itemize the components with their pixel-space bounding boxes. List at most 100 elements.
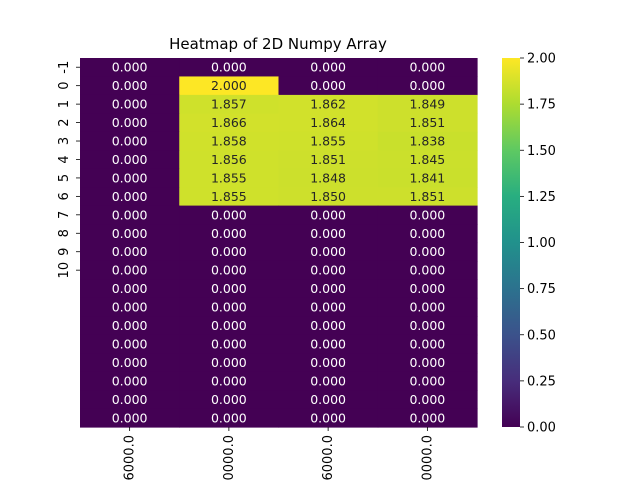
heatmap-cell [278, 205, 379, 225]
cell-value-label: 1.858 [211, 134, 247, 149]
heatmap-cell [278, 187, 379, 207]
heatmap-cell [377, 353, 478, 373]
heatmap-cell [179, 150, 280, 170]
heatmap-cell [377, 297, 478, 317]
cell-value-label: 0.000 [211, 281, 247, 296]
heatmap-cell [278, 131, 379, 151]
cell-value-label: 0.000 [310, 373, 346, 388]
heatmap-cell [80, 76, 180, 96]
x-tick-label: 0000.0 [420, 435, 435, 480]
x-tick-label: 6000.0 [123, 435, 138, 480]
colorbar-tick-label: 1.75 [527, 98, 556, 113]
heatmap-cell [377, 168, 478, 188]
heatmap-cell [278, 113, 379, 133]
cell-value-label: 1.855 [211, 189, 247, 204]
x-axis-ticks: 6000.0 0000.0 6000.0 0000.0 [123, 427, 435, 480]
heatmap-cell [80, 58, 180, 78]
cell-value-label: 0.000 [310, 281, 346, 296]
heatmap-cell [80, 205, 180, 225]
cell-value-label: 1.851 [310, 152, 346, 167]
cell-value-label: 1.866 [211, 115, 247, 130]
cell-value-label: 0.000 [112, 189, 148, 204]
cell-value-label: 0.000 [112, 207, 148, 222]
cell-value-label: 0.000 [211, 336, 247, 351]
heatmap-cell [377, 316, 478, 336]
cell-value-label: 0.000 [409, 207, 445, 222]
heatmap-cell [278, 242, 379, 262]
cell-value-label: 0.000 [112, 392, 148, 407]
cell-value-label: 0.000 [310, 78, 346, 93]
cell-value-label: 1.851 [409, 115, 445, 130]
cell-value-label: 0.000 [409, 300, 445, 315]
heatmap-cell [80, 371, 180, 391]
cell-value-label: 0.000 [112, 318, 148, 333]
heatmap-cell [80, 224, 180, 244]
cell-value-label: 1.856 [211, 152, 247, 167]
heatmap-cell [377, 205, 478, 225]
colorbar-tick-label: 0.50 [527, 328, 556, 343]
x-tick-label: 6000.0 [321, 435, 336, 480]
cell-value-label: 0.000 [112, 152, 148, 167]
heatmap-cell [80, 131, 180, 151]
cell-value-label: 1.838 [409, 134, 445, 149]
cell-value-label: 0.000 [112, 134, 148, 149]
cell-value-label: 0.000 [112, 281, 148, 296]
heatmap-cell [377, 224, 478, 244]
y-tick-label: 10 [57, 262, 72, 279]
cell-value-label: 1.849 [409, 97, 445, 112]
cell-value-label: 0.000 [112, 115, 148, 130]
heatmap-cell [80, 168, 180, 188]
heatmap-cell [179, 76, 280, 96]
cell-value-label: 1.841 [409, 170, 445, 185]
y-tick-label: 1 [57, 100, 72, 108]
heatmap-cell [377, 58, 478, 78]
heatmap-cell [179, 205, 280, 225]
cell-value-label: 1.851 [409, 189, 445, 204]
cell-value-label: 0.000 [112, 355, 148, 370]
cell-value-label: 0.000 [211, 318, 247, 333]
cell-value-label: 0.000 [211, 410, 247, 425]
heatmap-cell [179, 408, 280, 428]
heatmap-cell [179, 316, 280, 336]
heatmap-cell [179, 113, 280, 133]
heatmap-cell [80, 94, 180, 114]
heatmap-cell [179, 168, 280, 188]
y-tick-label: 8 [57, 229, 72, 237]
heatmap-cell [278, 316, 379, 336]
cell-value-label: 0.000 [310, 244, 346, 259]
cell-value-label: 0.000 [112, 244, 148, 259]
heatmap-cell [377, 150, 478, 170]
heatmap-cell [377, 371, 478, 391]
y-tick-label: 4 [57, 155, 72, 163]
y-axis-ticks: -1 0 1 2 3 4 5 6 7 8 9 10 [57, 61, 80, 279]
cell-value-label: 0.000 [112, 373, 148, 388]
cell-value-label: 0.000 [112, 336, 148, 351]
cell-value-label: 0.000 [409, 78, 445, 93]
heatmap-cell [278, 76, 379, 96]
cell-value-label: 0.000 [310, 207, 346, 222]
heatmap-cell [377, 390, 478, 410]
cell-value-label: 0.000 [112, 170, 148, 185]
cell-value-label: 0.000 [409, 281, 445, 296]
colorbar-tick-label: 1.25 [527, 190, 556, 205]
cell-value-label: 0.000 [112, 97, 148, 112]
heatmap-cell [278, 94, 379, 114]
heatmap-cell [179, 279, 280, 299]
heatmap-cell [278, 168, 379, 188]
y-tick-label: 9 [57, 248, 72, 256]
cell-value-label: 0.000 [211, 392, 247, 407]
heatmap-cell [179, 297, 280, 317]
heatmap-cell [278, 224, 379, 244]
heatmap-cell [377, 260, 478, 280]
heatmap-cell [179, 242, 280, 262]
colorbar-tick-label: 0.00 [527, 421, 556, 436]
colorbar-tick-label: 1.00 [527, 236, 556, 251]
heatmap-cell [377, 242, 478, 262]
heatmap-cell [80, 316, 180, 336]
cell-value-label: 0.000 [211, 244, 247, 259]
colorbar-tick-label: 0.75 [527, 282, 556, 297]
heatmap-cell [278, 150, 379, 170]
y-tick-label: 5 [57, 174, 72, 182]
heatmap-cell [377, 131, 478, 151]
heatmap-cell [377, 408, 478, 428]
